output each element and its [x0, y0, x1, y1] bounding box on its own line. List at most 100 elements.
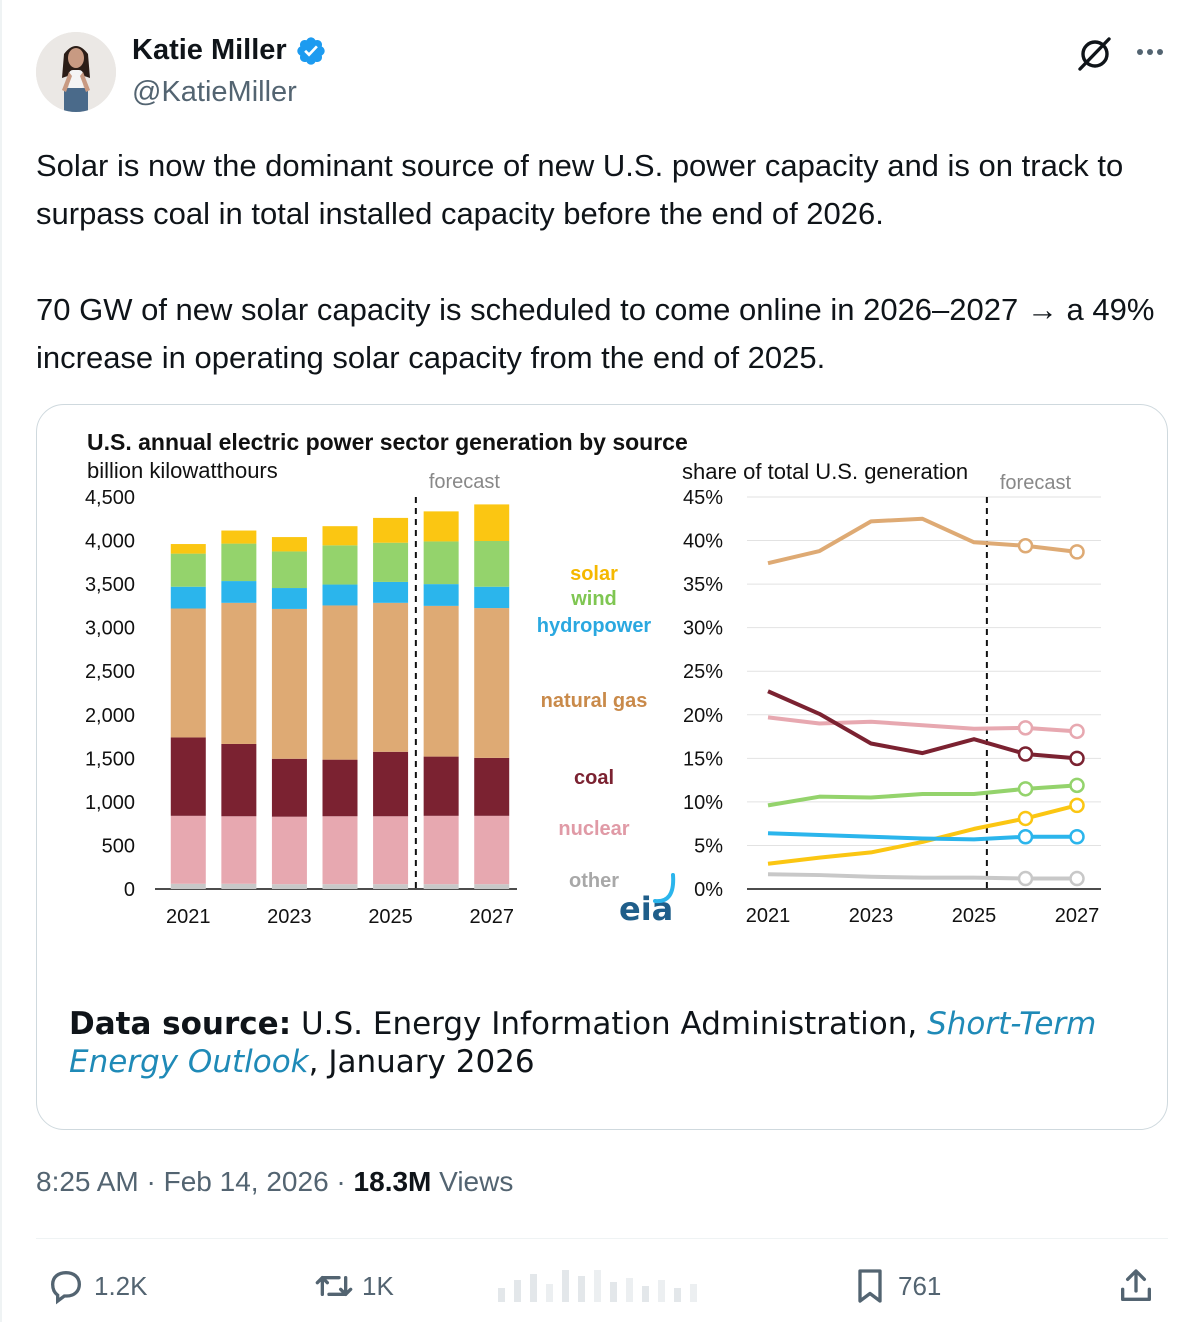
bar-segment [221, 530, 257, 544]
meta-separator: · [328, 1166, 354, 1197]
bar-chart: 0 500 1,000 1,500 2,000 2,500 3,000 3,500 4,000 4… [85, 471, 517, 928]
bar-segment [271, 816, 307, 885]
bar-y-tick-label: 4,500 [85, 487, 135, 509]
bar-y-tick-label: 500 [102, 835, 135, 857]
line-point [1017, 781, 1034, 797]
bar-segment [221, 602, 257, 744]
bar-y-tick-label: 3,500 [85, 574, 135, 596]
line-forecast-label: forecast [1000, 472, 1072, 494]
legend-item: nuclear [558, 818, 629, 840]
bar-segment [322, 816, 358, 885]
line-point [1069, 797, 1085, 814]
line-y-tick-label: 5% [694, 835, 723, 857]
legend-item: other [569, 870, 619, 892]
bar-segment [322, 605, 358, 760]
tweet-text: Solar is now the dominant source of new … [36, 142, 1156, 382]
source-link[interactable]: Short-Term Energy Outlook [69, 1006, 1097, 1080]
bar-segment [474, 815, 510, 885]
share-icon [1121, 1269, 1151, 1301]
bar-segment [221, 581, 257, 603]
bar-segment [474, 884, 510, 889]
left-border [0, 0, 2, 1322]
bookmark-icon [858, 1269, 882, 1303]
media-card[interactable]: U.S. annual electric power sector genera… [36, 404, 1168, 1130]
repost-button[interactable]: 1K [314, 1266, 394, 1306]
line-point [1017, 538, 1034, 554]
line-chart-ylabel: share of total U.S. generation [682, 459, 968, 484]
bar-y-tick-label: 2,000 [85, 705, 135, 727]
bar-segment [322, 526, 358, 546]
bar-x-tick-label: 2021 [166, 906, 211, 928]
bar-segment [170, 544, 206, 554]
line-point [1069, 870, 1085, 887]
bar-segment [322, 884, 358, 889]
line-x-tick-label: 2021 [746, 905, 791, 927]
bar-segment [322, 759, 358, 817]
bar-chart-title: U.S. annual electric power sector genera… [87, 429, 688, 455]
bar-y-tick-label: 2,500 [85, 661, 135, 683]
views-button[interactable] [494, 1266, 712, 1306]
share-button[interactable] [1116, 1266, 1164, 1306]
bar-segment [474, 504, 510, 541]
tweet-date[interactable]: Feb 14, 2026 [163, 1166, 329, 1197]
bar-y-tick-label: 1,500 [85, 748, 135, 770]
author-name[interactable]: Katie Miller [132, 34, 287, 66]
bar-segment [474, 757, 510, 816]
repost-icon [315, 1276, 353, 1296]
tweet-paragraph: Solar is now the dominant source of new … [36, 148, 1132, 231]
legend-item: coal [574, 767, 614, 789]
line-point [1069, 723, 1085, 740]
bar-segment [373, 884, 409, 889]
data-source-caption: Data source: U.S. Energy Information Adm… [69, 1005, 1129, 1081]
line-y-tick-label: 20% [683, 705, 723, 727]
bar-segment [474, 608, 510, 758]
source-label: Data source: [69, 1006, 292, 1042]
bar-segment [271, 537, 307, 552]
tweet-paragraph: 70 GW of new solar capacity is scheduled… [36, 292, 1164, 375]
views-count: 18.3M [353, 1166, 432, 1197]
bar-forecast-label: forecast [429, 471, 501, 493]
line-point [1069, 828, 1085, 845]
bookmark-button[interactable]: 761 [850, 1266, 941, 1306]
line-y-tick-label: 25% [683, 661, 723, 683]
svg-text:eia: eia [619, 890, 673, 928]
bar-segment [373, 602, 409, 752]
reply-button[interactable]: 1.2K [46, 1266, 148, 1306]
more-icon[interactable] [1130, 34, 1170, 74]
bar-segment [423, 541, 459, 585]
bar-segment [322, 584, 358, 606]
line-y-tick-label: 30% [683, 618, 723, 640]
bar-chart-ylabel: billion kilowatthours [87, 458, 278, 483]
bookmark-count: 761 [898, 1270, 942, 1301]
divider [36, 1238, 1168, 1239]
line-point [1017, 828, 1034, 845]
line-point [1017, 720, 1034, 736]
bar-segment [221, 816, 257, 884]
repost-count: 1K [362, 1270, 394, 1301]
line-point [1069, 544, 1085, 560]
bar-segment [423, 605, 459, 757]
bar-segment [271, 588, 307, 609]
grok-icon[interactable] [1074, 34, 1114, 74]
author-handle[interactable]: @KatieMiller [132, 76, 297, 108]
verified-badge-icon[interactable] [295, 35, 327, 67]
line-point [1017, 746, 1034, 762]
line-y-tick-label: 10% [683, 792, 723, 814]
bar-segment [474, 540, 510, 587]
bar-x-tick-label: 2027 [469, 906, 514, 928]
bar-y-tick-label: 0 [124, 879, 135, 901]
line-point [1017, 870, 1034, 887]
bar-segment [271, 884, 307, 889]
bar-segment [423, 511, 459, 542]
bar-segment [170, 553, 206, 587]
bar-x-tick-label: 2025 [368, 906, 413, 928]
avatar[interactable] [36, 32, 116, 112]
tweet-time[interactable]: 8:25 AM [36, 1166, 139, 1197]
chart-legend: solar wind hydropower natural gas coal nuclea… [537, 563, 652, 892]
line-point [1069, 777, 1085, 794]
line-point [1069, 750, 1085, 767]
bar-segment [373, 816, 409, 885]
author-row: Katie Miller [132, 34, 327, 67]
bar-segment [221, 543, 257, 582]
line-y-tick-label: 40% [683, 531, 723, 553]
